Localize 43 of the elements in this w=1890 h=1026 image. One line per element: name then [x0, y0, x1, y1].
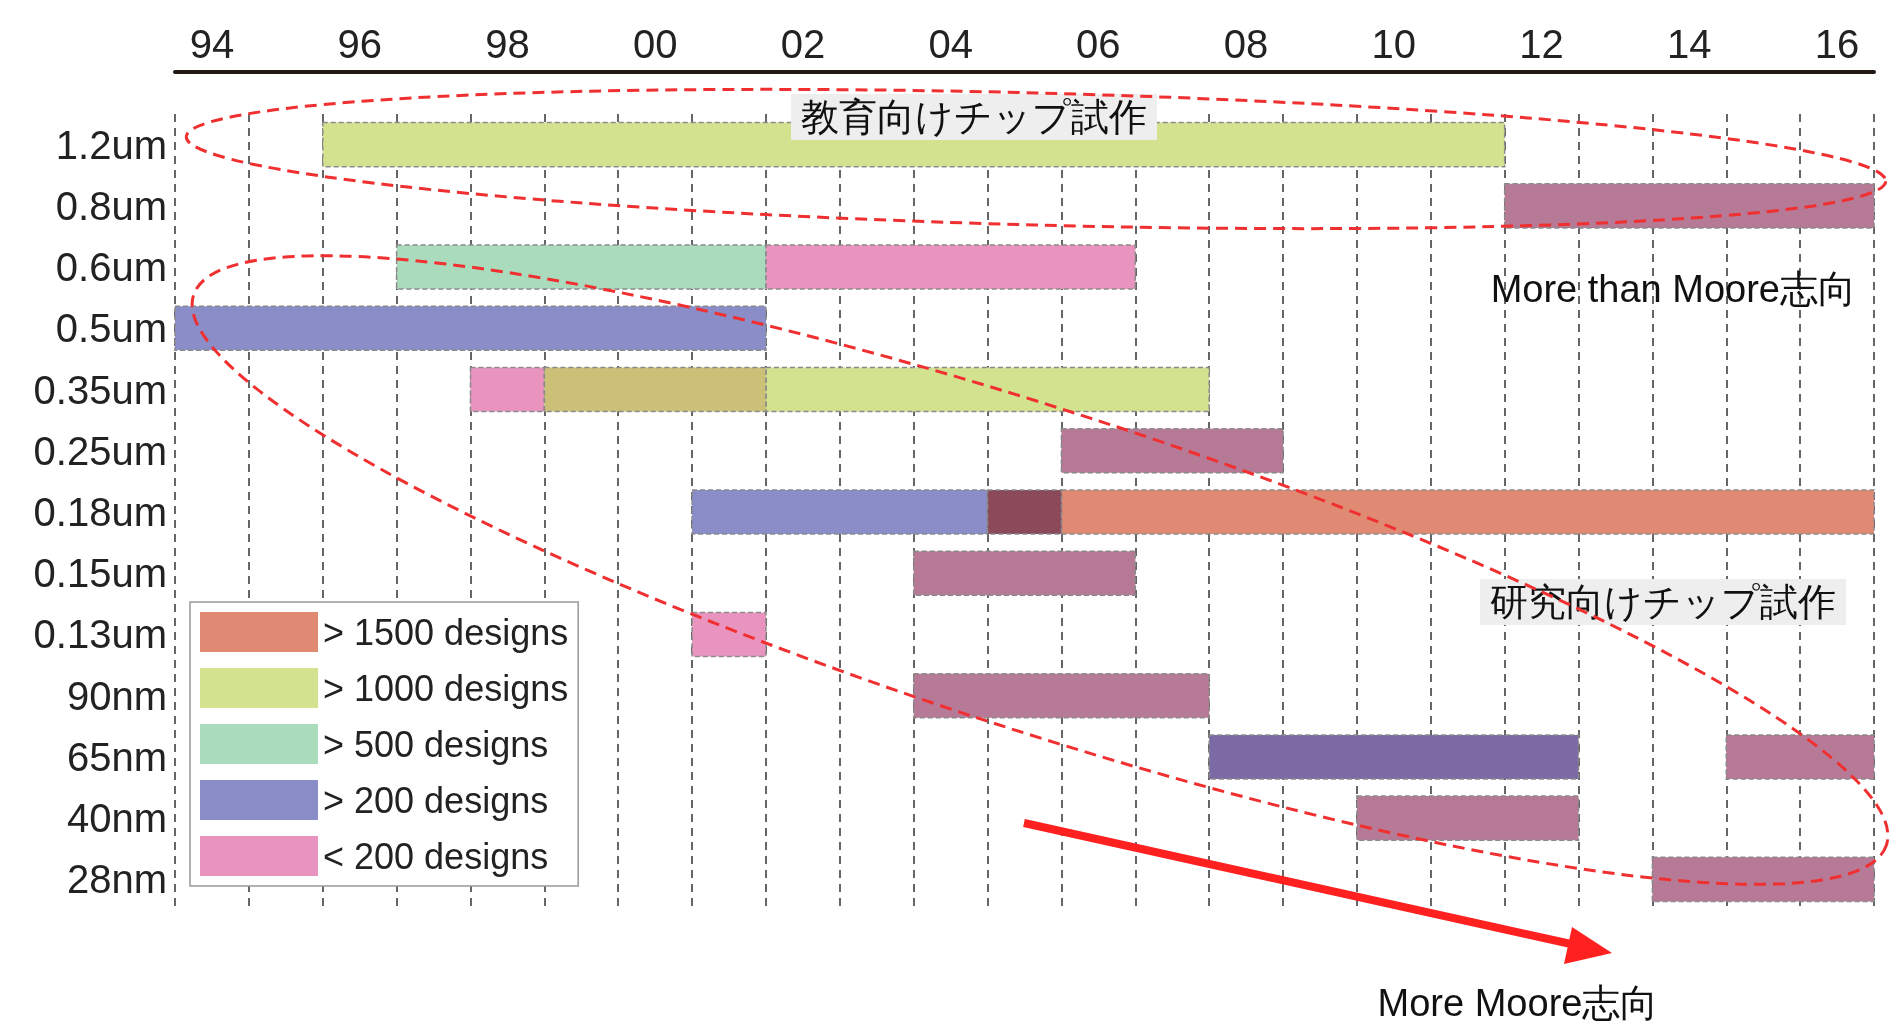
- y-tick-label: 0.18um: [33, 490, 167, 534]
- text: More Moore志向: [1377, 982, 1659, 1024]
- y-tick-label: 0.35um: [33, 367, 167, 412]
- y-tick-label: 0.5um: [55, 306, 167, 351]
- bar: [691, 611, 767, 658]
- x-tick-label: 98: [485, 22, 530, 66]
- bar: [1060, 427, 1284, 474]
- bar: [174, 305, 767, 352]
- y-tick-label: 1.2um: [55, 122, 167, 167]
- bar: [1503, 183, 1875, 229]
- legend-label: > 1000 designs: [323, 667, 569, 709]
- y-tick-label: 40nm: [66, 796, 167, 841]
- annotation: 教育向けチップ試作: [801, 96, 1147, 138]
- x-tick-label: 08: [1223, 22, 1269, 66]
- x-tick-label: 96: [337, 22, 382, 66]
- y-tick-label: 90nm: [66, 673, 167, 718]
- bar: [1356, 795, 1580, 841]
- x-tick-label: 12: [1519, 22, 1564, 66]
- y-tick-label: 28nm: [66, 857, 167, 902]
- bar: [912, 672, 1210, 719]
- annotation: More than Moore志向: [1490, 268, 1856, 310]
- legend-label: < 200 designs: [323, 835, 549, 877]
- x-tick-label: 06: [1076, 22, 1121, 66]
- bar: [1651, 856, 1875, 903]
- bar: [912, 550, 1137, 597]
- bar: [1725, 734, 1875, 780]
- x-tick-label: 04: [928, 22, 973, 66]
- x-tick-label: 00: [632, 22, 678, 66]
- legend-label: > 200 designs: [323, 779, 549, 821]
- bar: [1208, 734, 1580, 780]
- x-tick-label: 16: [1814, 22, 1860, 66]
- y-tick-label: 65nm: [66, 734, 167, 779]
- y-tick-label: 0.8um: [55, 183, 167, 228]
- y-tick-label: 0.6um: [55, 245, 167, 290]
- y-tick-label: 0.25um: [33, 428, 167, 473]
- legend-label: > 1500 designs: [323, 611, 569, 653]
- y-tick-label: 0.15um: [33, 551, 167, 596]
- x-tick-label: 94: [189, 22, 235, 66]
- x-tick-label: 10: [1371, 22, 1417, 66]
- x-tick-label: 14: [1667, 22, 1712, 66]
- legend-label: > 500 designs: [323, 723, 549, 765]
- x-tick-label: 02: [780, 22, 826, 66]
- y-tick-label: 0.13um: [33, 612, 167, 657]
